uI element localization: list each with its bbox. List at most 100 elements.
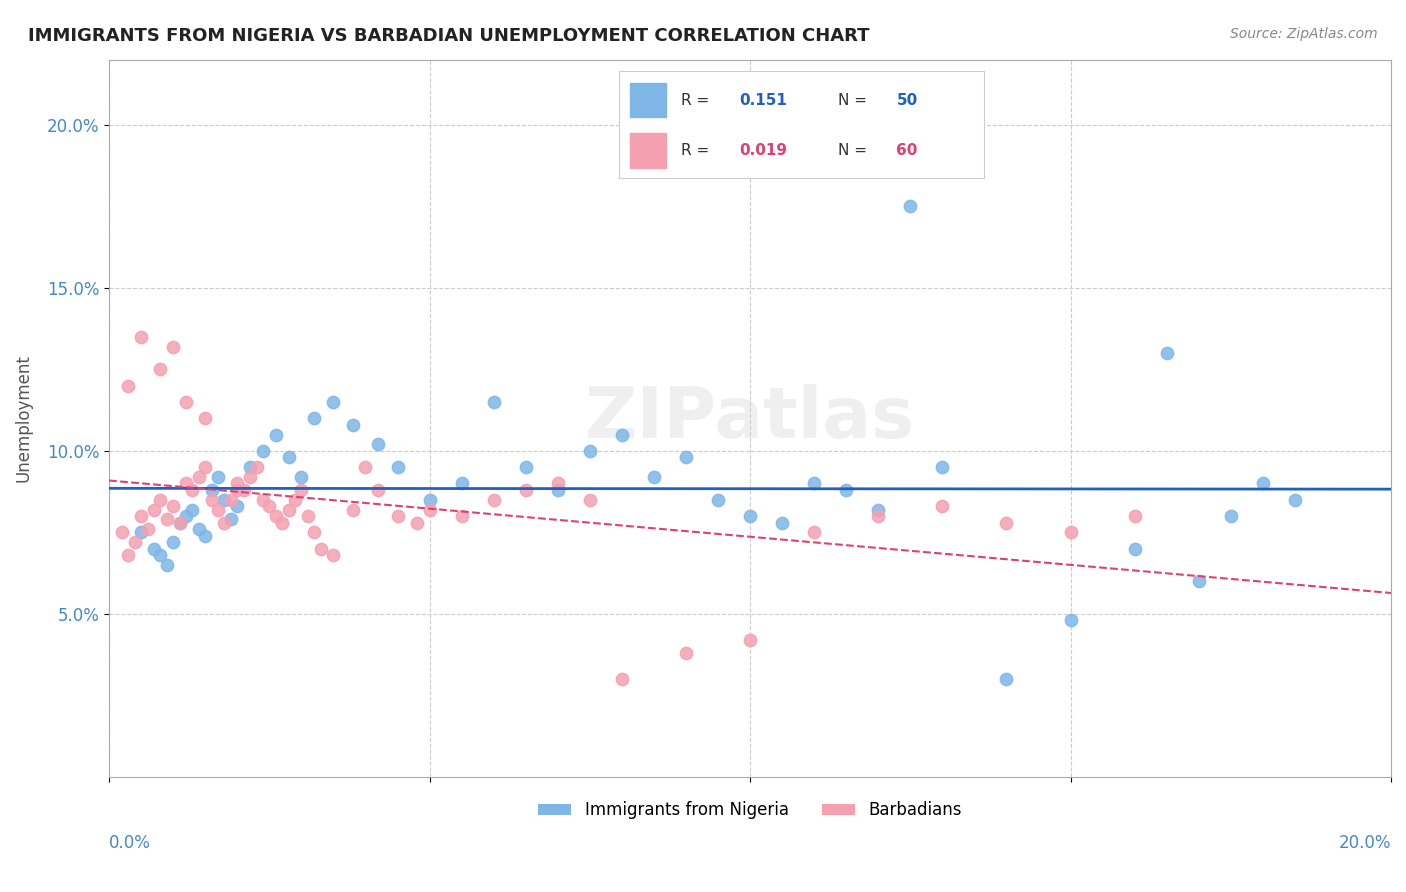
- Point: [868, 509, 890, 524]
- Point: [868, 502, 890, 516]
- Y-axis label: Unemployment: Unemployment: [15, 354, 32, 483]
- Text: 60: 60: [897, 143, 918, 158]
- Point: [129, 509, 152, 524]
- Point: [239, 460, 262, 475]
- Point: [342, 417, 364, 432]
- Text: Source: ZipAtlas.com: Source: ZipAtlas.com: [1230, 27, 1378, 41]
- Point: [931, 460, 953, 475]
- Point: [181, 483, 204, 497]
- Point: [290, 483, 312, 497]
- Point: [162, 339, 184, 353]
- Legend: Immigrants from Nigeria, Barbadians: Immigrants from Nigeria, Barbadians: [531, 795, 969, 826]
- Point: [387, 460, 409, 475]
- Point: [201, 492, 224, 507]
- Text: 0.0%: 0.0%: [110, 834, 150, 852]
- Point: [419, 492, 441, 507]
- Point: [643, 470, 665, 484]
- Point: [309, 541, 332, 556]
- Point: [169, 516, 191, 530]
- Point: [1156, 346, 1178, 360]
- Point: [174, 476, 197, 491]
- Point: [547, 476, 569, 491]
- Point: [226, 500, 249, 514]
- Point: [143, 502, 166, 516]
- Point: [219, 512, 242, 526]
- Point: [214, 492, 236, 507]
- Point: [181, 502, 204, 516]
- Text: 50: 50: [897, 93, 918, 108]
- Point: [245, 460, 267, 475]
- Text: R =: R =: [681, 143, 709, 158]
- Point: [835, 483, 858, 497]
- Point: [707, 492, 730, 507]
- Text: 20.0%: 20.0%: [1339, 834, 1391, 852]
- Point: [1059, 525, 1081, 540]
- Point: [450, 476, 472, 491]
- Point: [271, 516, 294, 530]
- Point: [129, 329, 152, 343]
- Text: 0.151: 0.151: [740, 93, 787, 108]
- Text: IMMIGRANTS FROM NIGERIA VS BARBADIAN UNEMPLOYMENT CORRELATION CHART: IMMIGRANTS FROM NIGERIA VS BARBADIAN UNE…: [28, 27, 870, 45]
- Point: [302, 411, 325, 425]
- Point: [232, 483, 254, 497]
- Point: [405, 516, 427, 530]
- Point: [207, 470, 229, 484]
- Point: [252, 492, 274, 507]
- Point: [610, 427, 633, 442]
- Point: [367, 483, 389, 497]
- Point: [803, 525, 825, 540]
- Point: [297, 509, 319, 524]
- Point: [136, 522, 159, 536]
- Point: [995, 672, 1018, 686]
- Point: [1251, 476, 1274, 491]
- Point: [367, 437, 389, 451]
- Point: [129, 525, 152, 540]
- Point: [214, 516, 236, 530]
- Point: [515, 460, 537, 475]
- Point: [547, 483, 569, 497]
- Point: [1219, 509, 1241, 524]
- Point: [207, 502, 229, 516]
- Point: [264, 427, 287, 442]
- Point: [156, 558, 179, 572]
- Point: [579, 492, 602, 507]
- Point: [201, 483, 224, 497]
- Point: [610, 672, 633, 686]
- Point: [117, 378, 139, 392]
- Point: [194, 411, 217, 425]
- Point: [277, 502, 299, 516]
- Point: [1188, 574, 1211, 589]
- Point: [302, 525, 325, 540]
- Point: [239, 470, 262, 484]
- Point: [143, 541, 166, 556]
- Bar: [630, 134, 666, 168]
- Point: [124, 535, 146, 549]
- Point: [194, 460, 217, 475]
- Point: [419, 502, 441, 516]
- Point: [187, 522, 209, 536]
- Point: [226, 476, 249, 491]
- Point: [1123, 541, 1146, 556]
- Point: [342, 502, 364, 516]
- Point: [174, 509, 197, 524]
- Point: [898, 199, 921, 213]
- Text: 0.019: 0.019: [740, 143, 787, 158]
- Point: [675, 450, 697, 465]
- Point: [162, 500, 184, 514]
- Point: [995, 516, 1018, 530]
- Point: [117, 548, 139, 562]
- Text: N =: N =: [838, 93, 868, 108]
- Point: [111, 525, 134, 540]
- Point: [174, 395, 197, 409]
- Point: [277, 450, 299, 465]
- Point: [149, 548, 172, 562]
- Point: [931, 500, 953, 514]
- Point: [162, 535, 184, 549]
- Point: [738, 509, 761, 524]
- Point: [290, 470, 312, 484]
- Point: [1123, 509, 1146, 524]
- Point: [770, 516, 793, 530]
- Point: [482, 492, 505, 507]
- Point: [149, 492, 172, 507]
- Point: [675, 646, 697, 660]
